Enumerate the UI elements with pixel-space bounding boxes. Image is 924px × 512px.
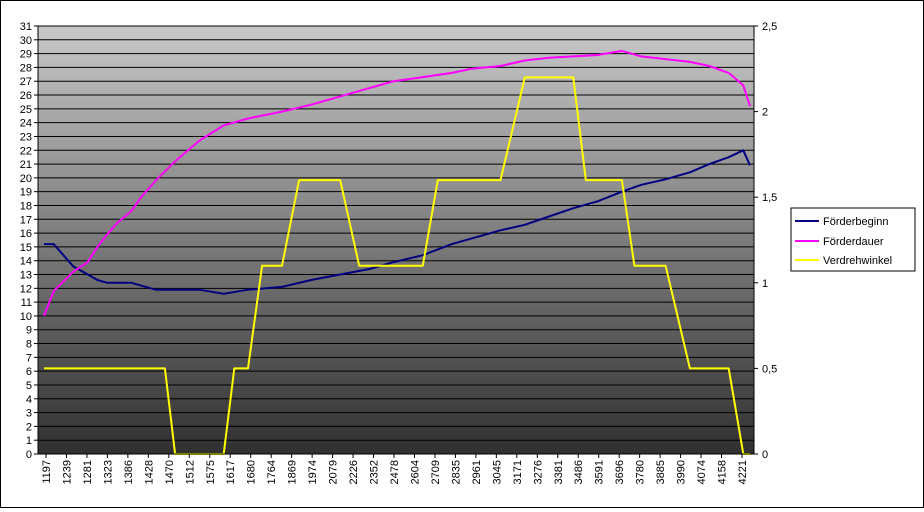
x-tick-label: 1974: [307, 460, 319, 484]
x-tick-label: 1386: [123, 460, 135, 484]
y2-tick-label: 2,5: [762, 21, 777, 33]
y-tick-label: 1: [26, 435, 32, 447]
x-tick-label: 2835: [450, 460, 462, 484]
y-tick-label: 18: [20, 200, 32, 212]
y-tick-label: 5: [26, 380, 32, 392]
y-tick-label: 21: [20, 159, 32, 171]
legend: Förderbeginn Förderdauer Verdrehwinkel: [790, 207, 916, 272]
x-tick-label: 1764: [266, 460, 278, 484]
x-tick-label: 1197: [41, 460, 53, 484]
x-tick-label: 1575: [205, 460, 217, 484]
x-tick-label: 1281: [82, 460, 94, 484]
y-tick-label: 24: [20, 118, 32, 130]
x-tick-label: 1617: [225, 460, 237, 484]
y-tick-label: 15: [20, 242, 32, 254]
x-tick-label: 3045: [491, 460, 503, 484]
series-line-1: [43, 49, 751, 317]
y-tick-label: 19: [20, 187, 32, 199]
x-tick-label: 1470: [164, 460, 176, 484]
legend-label-foerderdauer: Förderdauer: [823, 236, 884, 248]
plot-area: [37, 25, 755, 455]
x-tick-label: 2604: [409, 460, 421, 484]
x-tick-label: 4158: [717, 460, 729, 484]
x-tick-label: 1428: [143, 460, 155, 484]
legend-label-verdrehwinkel: Verdrehwinkel: [823, 255, 892, 267]
x-tick-label: 1323: [102, 460, 114, 484]
x-tick-label: 3780: [635, 460, 647, 484]
x-tick-label: 1239: [61, 460, 73, 484]
legend-label-foerderbeginn: Förderbeginn: [823, 216, 888, 228]
x-tick-label: 3990: [676, 460, 688, 484]
y-tick-label: 31: [20, 21, 32, 33]
y-tick-label: 8: [26, 339, 32, 351]
y-tick-label: 23: [20, 131, 32, 143]
x-tick-label: 3591: [594, 460, 606, 484]
y-tick-label: 10: [20, 311, 32, 323]
y-tick-label: 22: [20, 145, 32, 157]
y2-tick-label: 1: [762, 278, 768, 290]
x-tick-label: 1680: [246, 460, 258, 484]
x-tick-label: 1869: [287, 460, 299, 484]
y2-tick-label: 1,5: [762, 192, 777, 204]
x-tick-label: 3171: [512, 460, 524, 484]
y-tick-label: 26: [20, 90, 32, 102]
y-tick-label: 2: [26, 421, 32, 433]
y-tick-label: 3: [26, 408, 32, 420]
y-tick-label: 0: [26, 449, 32, 461]
x-tick-label: 2079: [328, 460, 340, 484]
y-tick-label: 28: [20, 62, 32, 74]
y-tick-label: 4: [26, 394, 32, 406]
y-tick-label: 17: [20, 214, 32, 226]
y-tick-label: 25: [20, 104, 32, 116]
x-tick-label: 3486: [573, 460, 585, 484]
y-tick-label: 30: [20, 35, 32, 47]
x-tick-label: 3696: [614, 460, 626, 484]
x-tick-label: 2709: [430, 460, 442, 484]
y-tick-label: 29: [20, 49, 32, 61]
y-tick-label: 14: [20, 256, 32, 268]
x-tick-label: 2226: [348, 460, 360, 484]
y-tick-label: 27: [20, 76, 32, 88]
y-tick-label: 16: [20, 228, 32, 240]
y2-tick-label: 2: [762, 107, 768, 119]
series-line-0: [44, 149, 751, 295]
x-tick-label: 3381: [553, 460, 565, 484]
y-tick-label: 13: [20, 270, 32, 282]
y-tick-label: 7: [26, 352, 32, 364]
series-line-2: [44, 76, 750, 455]
y-tick-label: 11: [21, 297, 32, 309]
y2-tick-label: 0,5: [762, 363, 777, 375]
y2-tick-label: 0: [762, 449, 768, 461]
x-tick-label: 4074: [696, 460, 708, 484]
x-tick-label: 2478: [389, 460, 401, 484]
x-tick-label: 2352: [369, 460, 381, 484]
y-tick-label: 6: [26, 366, 32, 378]
x-tick-label: 4221: [737, 460, 749, 484]
x-tick-label: 3276: [532, 460, 544, 484]
x-tick-label: 3885: [655, 460, 667, 484]
y-tick-label: 12: [20, 283, 32, 295]
y-tick-label: 20: [20, 173, 32, 185]
x-tick-label: 2961: [471, 460, 483, 484]
x-tick-label: 1512: [184, 460, 196, 484]
y-tick-label: 9: [26, 325, 32, 337]
